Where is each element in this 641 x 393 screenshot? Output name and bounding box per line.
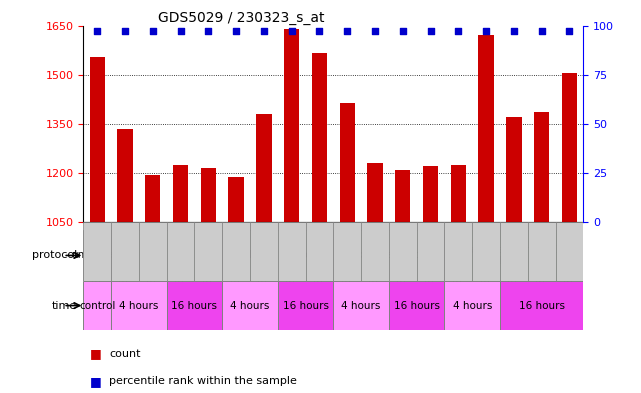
Bar [222,281,278,330]
Bar [389,281,444,330]
Bar [528,222,556,281]
Bar [83,281,111,330]
Bar [451,165,466,222]
Point [481,28,491,35]
Text: control: control [79,301,115,310]
Bar [306,222,333,281]
Text: 16 hours: 16 hours [171,301,217,310]
Text: percentile rank within the sample: percentile rank within the sample [109,376,297,386]
Bar [111,281,167,330]
Bar [500,222,528,281]
Text: 4 hours: 4 hours [342,301,381,310]
Bar [361,222,389,281]
Bar [167,281,222,330]
Bar [444,281,500,330]
Point [426,28,436,35]
Bar [312,53,327,222]
Text: tankyrase and MEK
inhibitors: tankyrase and MEK inhibitors [464,245,564,266]
Bar [333,230,444,281]
Text: ■: ■ [90,375,101,388]
Bar [222,222,250,281]
Bar [500,281,583,330]
Text: 4 hours: 4 hours [119,301,158,310]
Point [120,28,130,35]
Bar [145,175,160,222]
Text: 16 hours: 16 hours [283,301,329,310]
Bar [139,222,167,281]
Bar [111,222,139,281]
Point [203,28,213,35]
Text: 4 hours: 4 hours [453,301,492,310]
Point [537,28,547,35]
Bar [278,281,333,330]
Bar [201,168,216,222]
Bar [83,222,111,281]
Point [453,28,463,35]
Bar [90,57,105,222]
Text: tankyrase inhibitor: tankyrase inhibitor [340,250,438,261]
Bar [173,165,188,222]
Text: 16 hours: 16 hours [519,301,565,310]
Bar [478,35,494,222]
Bar [228,177,244,222]
Bar [444,230,583,281]
Text: 4 hours: 4 hours [230,301,270,310]
Point [314,28,324,35]
Point [92,28,103,35]
Point [231,28,241,35]
Text: time: time [52,301,77,310]
Bar [83,230,111,281]
Bar [444,222,472,281]
Bar [423,166,438,222]
Point [564,28,574,35]
Point [147,28,158,35]
Text: protocol: protocol [31,250,77,261]
Bar [117,129,133,222]
Point [287,28,297,35]
Bar [194,222,222,281]
Point [259,28,269,35]
Text: DMSO: DMSO [151,250,183,261]
Bar [556,222,583,281]
Point [176,28,186,35]
Bar [111,230,222,281]
Bar [506,117,522,222]
Text: GDS5029 / 230323_s_at: GDS5029 / 230323_s_at [158,11,325,24]
Point [397,28,408,35]
Text: count: count [109,349,140,359]
Bar [167,222,194,281]
Bar [278,222,306,281]
Bar [389,222,417,281]
Bar [472,222,500,281]
Text: 16 hours: 16 hours [394,301,440,310]
Bar [284,29,299,222]
Bar [395,170,410,222]
Bar [333,222,361,281]
Point [509,28,519,35]
Text: untreated: untreated [72,250,123,261]
Bar [333,281,389,330]
Text: ■: ■ [90,347,101,360]
Text: MEK inhibitor: MEK inhibitor [243,250,312,261]
Bar [562,73,577,222]
Bar [534,112,549,222]
Point [370,28,380,35]
Bar [417,222,444,281]
Bar [250,222,278,281]
Bar [222,230,333,281]
Bar [340,103,355,222]
Point [342,28,353,35]
Bar [256,114,272,222]
Bar [367,163,383,222]
